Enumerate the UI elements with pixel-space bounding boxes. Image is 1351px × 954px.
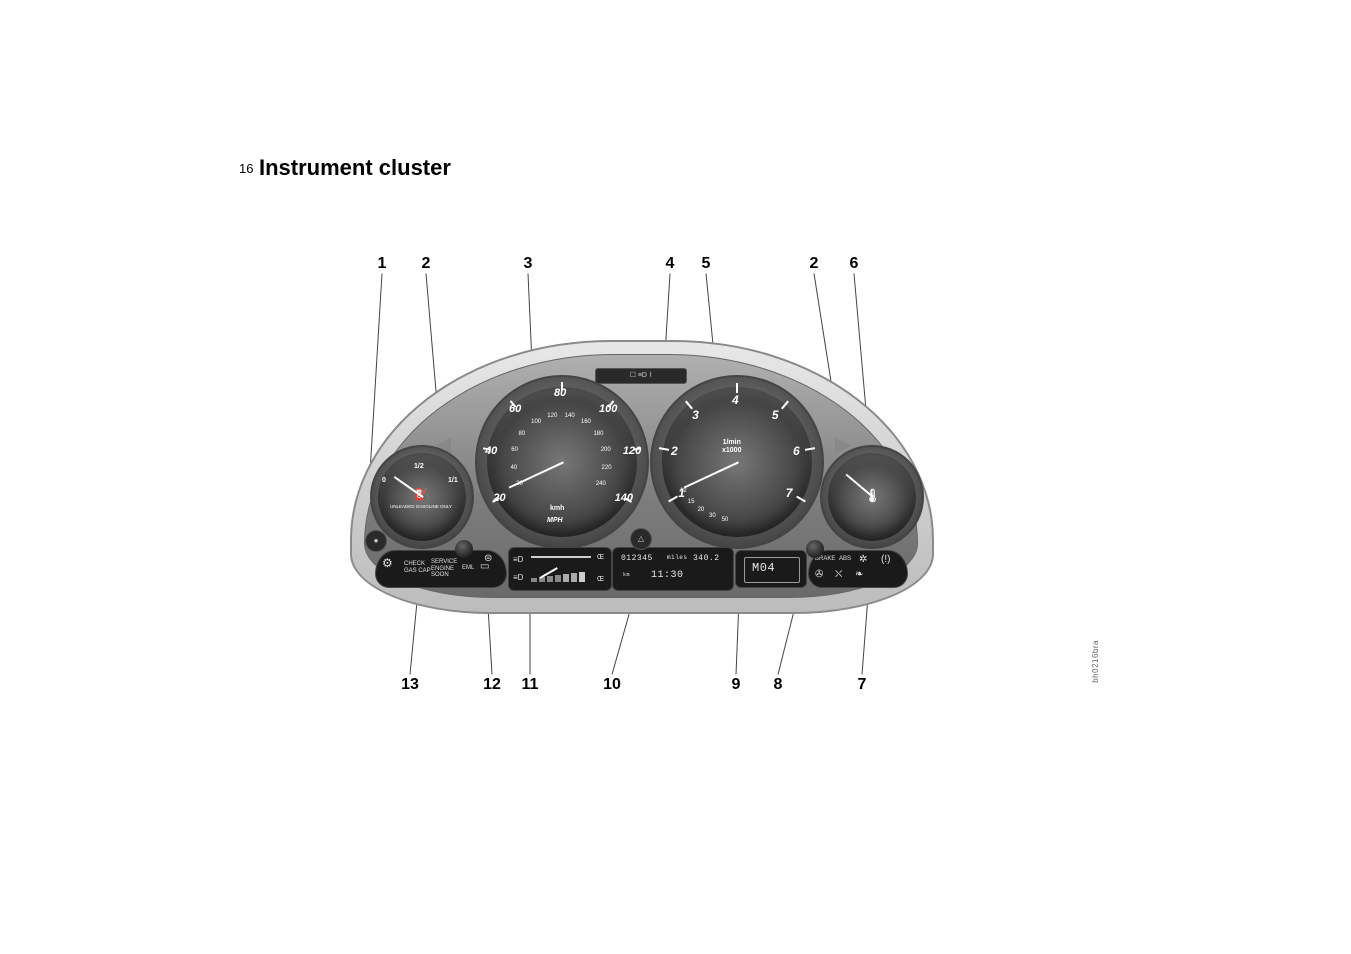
page-title: Instrument cluster — [259, 155, 451, 181]
tacho-econ-mark: 15 — [688, 499, 695, 506]
tacho-mark: 2 — [671, 445, 678, 458]
tacho-econ-mark: 12 — [680, 488, 687, 495]
callout-top-6-6: 6 — [844, 255, 864, 273]
odometer-unit: miles — [667, 554, 688, 561]
speedo-inner-mark: 120 — [547, 413, 557, 420]
warning-indicator-bottom-left: ● — [365, 530, 387, 552]
callout-top-4-3: 4 — [660, 255, 680, 273]
callout-bottom-13: 13 — [400, 676, 420, 694]
speedo-unit-outer: MPH — [547, 517, 563, 525]
fuel-gauge: 0 1/2 1/1 UNLEADED GASOLINE ONLY ⛽ — [370, 445, 474, 549]
speedo-inner-mark: 180 — [593, 431, 603, 438]
airbag-icon: ✇ — [815, 569, 823, 580]
speedo-inner-mark: 60 — [511, 447, 518, 454]
callout-top-2-5: 2 — [804, 255, 824, 273]
tacho-econ-mark: 20 — [698, 507, 705, 514]
instrument-cluster-figure: ☐ ≡D ⌇ 0 1/2 1/1 UNLEADED GASOLINE ONLY … — [350, 340, 930, 640]
speedometer: 2040608010012014020406080100120140160180… — [475, 375, 649, 549]
callout-top-3-2: 3 — [518, 255, 538, 273]
speedo-inner-mark: 220 — [602, 465, 612, 472]
tacho-mark: 3 — [692, 409, 699, 422]
seatbelt-icon: ⛌ — [835, 569, 842, 580]
flat-tire-icon: (!) — [881, 554, 890, 565]
fuel-label: UNLEADED GASOLINE ONLY — [390, 505, 452, 510]
tacho-unit: 1/min x1000 — [722, 439, 741, 454]
figure-code: bh0216bra — [1091, 640, 1100, 683]
callout-bottom-8: 8 — [768, 676, 788, 694]
warning-panel-left: ⚙ CHECK GAS CAP SERVICE ENGINE SOON EML … — [375, 550, 507, 588]
speedo-inner-mark: 80 — [519, 431, 526, 438]
clock: 11:30 — [651, 570, 684, 581]
page-number: 16 — [239, 161, 253, 176]
reset-knob-right — [806, 540, 824, 558]
callout-bottom-9: 9 — [726, 676, 746, 694]
tacho-mark: 7 — [786, 487, 793, 500]
speedo-inner-mark: 100 — [531, 419, 541, 426]
callout-top-2-1: 2 — [416, 255, 436, 273]
washer-icon: ❧ — [855, 569, 863, 580]
asc-indicator: △ — [630, 528, 652, 550]
brake-pad-icon-bottom: Œ — [597, 576, 604, 584]
speedo-inner-mark: 200 — [601, 447, 611, 454]
reset-knob-left — [455, 540, 473, 558]
speedo-mark: 40 — [485, 445, 497, 457]
callout-bottom-12: 12 — [482, 676, 502, 694]
trip-meter: 340.2 — [693, 554, 720, 563]
callout-top-1-0: 1 — [372, 255, 392, 273]
speedo-inner-mark: 40 — [510, 465, 517, 472]
odometer-clock-panel: 012345 miles 340.2 11:30 km — [612, 547, 734, 591]
tacho-mark: 4 — [732, 394, 739, 407]
brake-pad-icon-top: Œ — [597, 554, 604, 562]
clock-km-label: km — [623, 572, 630, 578]
tacho-mark: 6 — [793, 445, 800, 458]
temperature-gauge: 🌡 — [820, 445, 924, 549]
callout-bottom-11: 11 — [520, 676, 540, 694]
tachometer: 12345675030201512 1/min x1000 — [650, 375, 824, 549]
engine-icon: ⚙ — [382, 557, 393, 570]
service-interval-panel: ≡D ≡D Œ Œ — [508, 547, 612, 591]
warning-panel-right: BRAKE ABS ✲ (!) ✇ ⛌ ❧ — [808, 550, 908, 588]
speedo-inner-mark: 240 — [596, 481, 606, 488]
tire-icon: ✲ — [859, 554, 867, 565]
callout-top-5-4: 5 — [696, 255, 716, 273]
foglight-icon: ≡D — [513, 574, 523, 583]
headlight-icon: ≡D — [513, 556, 523, 565]
odometer-total: 012345 — [621, 554, 653, 563]
tacho-mark: 5 — [772, 409, 779, 422]
callout-bottom-7: 7 — [852, 676, 872, 694]
callout-bottom-10: 10 — [602, 676, 622, 694]
speedo-unit-inner: kmh — [550, 505, 564, 513]
gear-indicator-panel: M04 — [735, 550, 807, 588]
page: 16 Instrument cluster 1234526 1312111098… — [0, 0, 1351, 954]
gear-indicator: M04 — [752, 561, 775, 575]
top-warning-strip: ☐ ≡D ⌇ — [595, 368, 687, 384]
tacho-econ-mark: 30 — [709, 513, 716, 520]
steering-icon: ⊜ — [484, 553, 492, 564]
tacho-econ-mark: 50 — [722, 517, 729, 524]
speedo-inner-mark: 160 — [581, 419, 591, 426]
speedo-inner-mark: 140 — [565, 413, 575, 420]
